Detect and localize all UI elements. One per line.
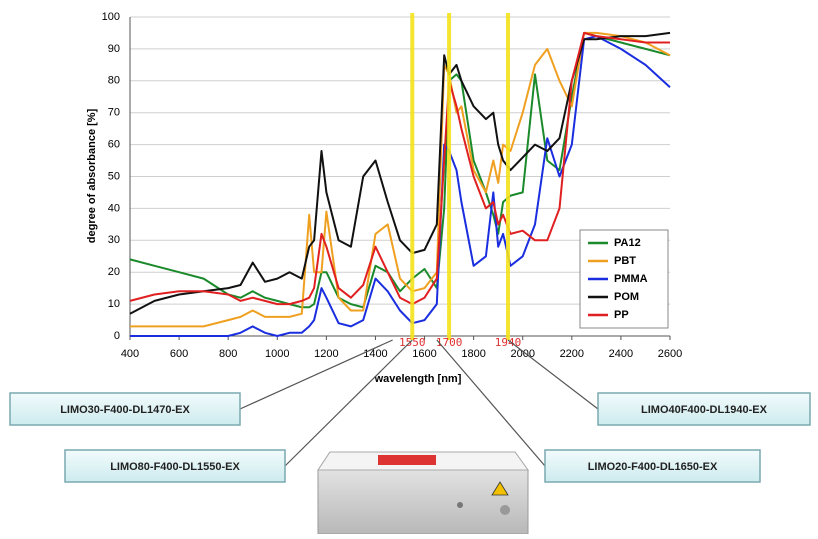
series-line — [130, 35, 671, 337]
series-line — [129, 31, 670, 306]
x-tick-label: 400 — [121, 348, 139, 360]
legend: PA12 PBT PMMA POM PP — [579, 229, 669, 329]
x-tick-label: 2000 — [510, 348, 534, 360]
x-tick-label: 600 — [170, 348, 188, 360]
x-tick-label: 800 — [219, 348, 237, 360]
y-tick-label: 40 — [108, 202, 120, 214]
x-tick-label: 1800 — [461, 348, 485, 360]
legend-label: PA12 — [614, 237, 641, 249]
callout-label: LIMO40F400-DL1940-EX — [641, 404, 768, 416]
callout-label: LIMO30-F400-DL1470-EX — [60, 404, 190, 416]
x-tick-label: 2600 — [658, 348, 682, 360]
series-line — [129, 31, 671, 315]
series-line — [130, 31, 671, 328]
legend-label: PBT — [614, 255, 636, 267]
y-tick-label: 80 — [108, 75, 120, 87]
leader-line — [239, 339, 393, 410]
device-label — [378, 455, 436, 465]
x-tick-label: 1400 — [363, 348, 387, 360]
leader-line — [507, 339, 599, 410]
x-tick-label: 2400 — [609, 348, 633, 360]
marker-label: 1550 — [399, 336, 426, 349]
y-tick-label: 20 — [108, 266, 120, 278]
y-tick-label: 0 — [114, 330, 120, 342]
device — [317, 451, 529, 535]
y-tick-label: 100 — [102, 11, 120, 23]
x-tick-label: 1600 — [412, 348, 436, 360]
y-tick-label: 90 — [108, 43, 120, 55]
leader-line — [436, 339, 546, 467]
plot: 0 10 20 30 40 50 60 70 80 90 100 400 600 800 1000 1200 1… — [102, 11, 683, 360]
x-tick-label: 2200 — [560, 348, 584, 360]
callout-label: LIMO20-F400-DL1650-EX — [588, 461, 718, 473]
leader-line — [284, 339, 413, 467]
x-tick-label: 1000 — [265, 348, 289, 360]
legend-box — [579, 229, 669, 329]
y-tick-label: 30 — [108, 234, 120, 246]
legend-label: POM — [614, 291, 639, 303]
callout-box — [9, 392, 241, 426]
callout-label: LIMO80-F400-DL1550-EX — [110, 461, 240, 473]
callout-box — [597, 392, 811, 426]
callout-box — [544, 449, 761, 483]
callout-box — [64, 449, 286, 483]
legend-label: PMMA — [614, 273, 648, 285]
x-axis-label: wavelength [nm] — [374, 373, 462, 385]
marker-label: 1700 — [436, 336, 463, 349]
y-axis-label: degree of absorbance [%] — [86, 108, 98, 243]
legend-label: PP — [614, 309, 629, 321]
y-tick-label: 10 — [108, 298, 120, 310]
y-tick-label: 60 — [108, 139, 120, 151]
y-tick-label: 50 — [108, 170, 120, 182]
x-tick-label: 1200 — [314, 348, 338, 360]
y-tick-label: 70 — [108, 107, 120, 119]
